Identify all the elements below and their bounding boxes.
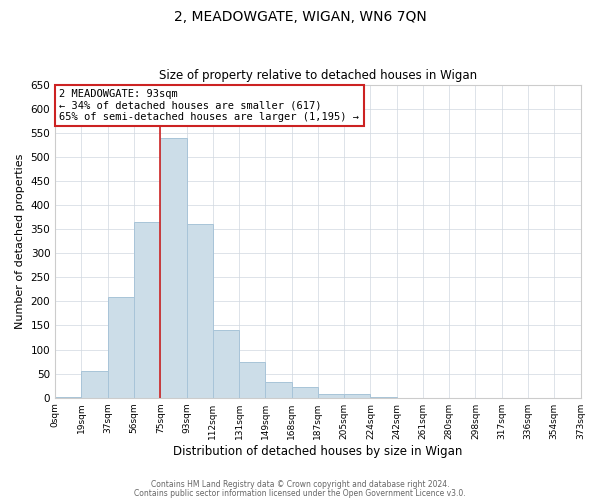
Text: Contains public sector information licensed under the Open Government Licence v3: Contains public sector information licen… (134, 488, 466, 498)
Title: Size of property relative to detached houses in Wigan: Size of property relative to detached ho… (159, 69, 477, 82)
Bar (265, 382, 292, 398)
Bar (160, 138, 187, 398)
Bar (239, 362, 265, 398)
X-axis label: Distribution of detached houses by size in Wigan: Distribution of detached houses by size … (173, 444, 463, 458)
Bar (344, 394, 370, 398)
Bar (187, 224, 213, 398)
Bar (318, 394, 344, 398)
Bar (108, 296, 134, 398)
Bar (55, 396, 82, 398)
Bar (213, 330, 239, 398)
Bar (292, 387, 318, 398)
Y-axis label: Number of detached properties: Number of detached properties (15, 154, 25, 329)
Bar (82, 371, 108, 398)
Text: Contains HM Land Registry data © Crown copyright and database right 2024.: Contains HM Land Registry data © Crown c… (151, 480, 449, 489)
Text: 2 MEADOWGATE: 93sqm
← 34% of detached houses are smaller (617)
65% of semi-detac: 2 MEADOWGATE: 93sqm ← 34% of detached ho… (59, 88, 359, 122)
Bar (134, 222, 160, 398)
Bar (370, 396, 397, 398)
Text: 2, MEADOWGATE, WIGAN, WN6 7QN: 2, MEADOWGATE, WIGAN, WN6 7QN (173, 10, 427, 24)
